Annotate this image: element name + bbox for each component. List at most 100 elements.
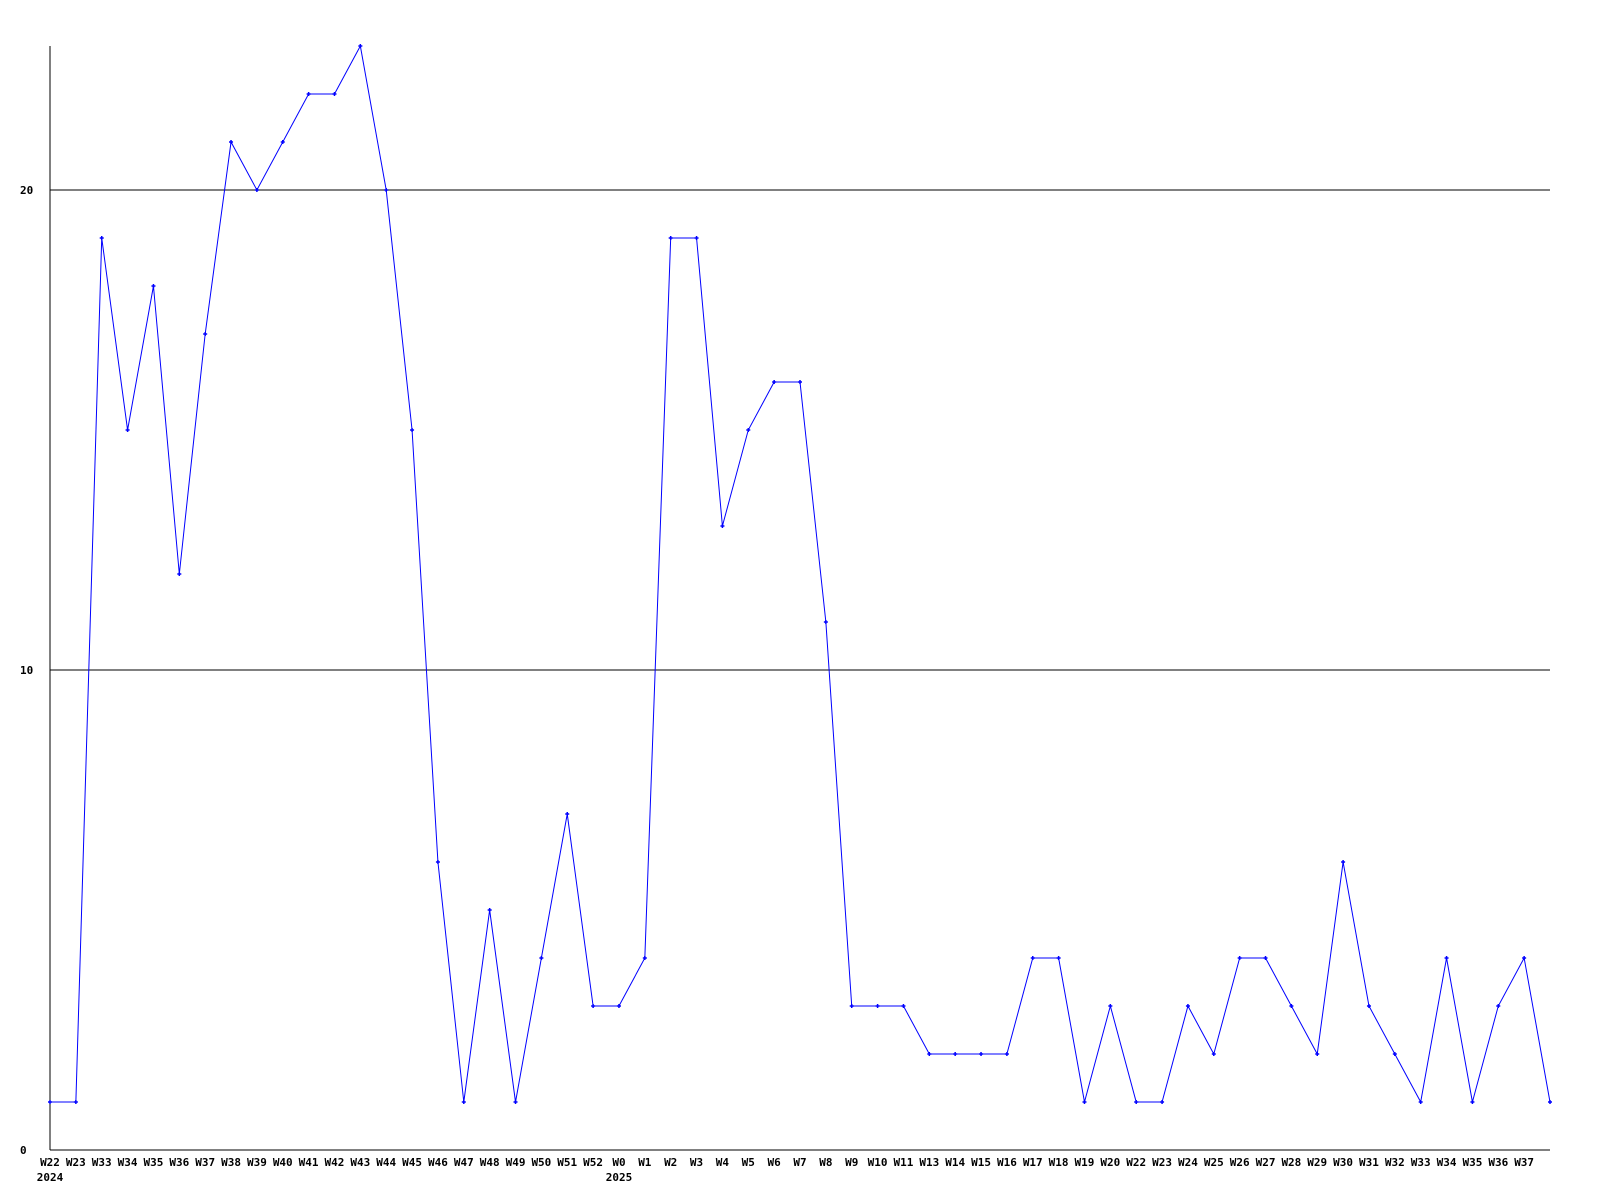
y-tick-labels: 0 10 20 xyxy=(20,184,33,1157)
data-point xyxy=(565,812,570,816)
x-tick-label: W46 xyxy=(428,1156,448,1169)
x-tick-label: W35 xyxy=(1462,1156,1482,1169)
data-point xyxy=(823,620,828,624)
data-point xyxy=(1082,1100,1087,1104)
y-tick-label: 20 xyxy=(20,184,33,197)
x-tick-label: W8 xyxy=(819,1156,832,1169)
x-tick-label: W45 xyxy=(402,1156,422,1169)
data-point xyxy=(410,428,415,432)
data-point xyxy=(435,860,440,864)
x-tick-label: W14 xyxy=(945,1156,965,1169)
data-point xyxy=(1496,1004,1501,1008)
x-tick-label: W10 xyxy=(868,1156,888,1169)
x-tick-label: W32 xyxy=(1385,1156,1405,1169)
x-tick-label: W25 xyxy=(1204,1156,1224,1169)
x-tick-label: W37 xyxy=(1514,1156,1534,1169)
x-tick-label: W20 xyxy=(1100,1156,1120,1169)
data-point xyxy=(720,524,725,528)
x-tick-label: W30 xyxy=(1333,1156,1353,1169)
data-point xyxy=(1392,1052,1397,1056)
data-point xyxy=(384,188,389,192)
data-point xyxy=(306,92,311,96)
y-tick-label: 10 xyxy=(20,664,33,677)
data-point xyxy=(1108,1004,1113,1008)
data-point xyxy=(280,140,285,144)
x-tick-label: W40 xyxy=(273,1156,293,1169)
x-tick-label: W37 xyxy=(195,1156,215,1169)
data-point xyxy=(772,380,777,384)
data-point xyxy=(1444,956,1449,960)
x-tick-label: W26 xyxy=(1230,1156,1250,1169)
x-tick-label: W49 xyxy=(506,1156,526,1169)
data-point xyxy=(1289,1004,1294,1008)
data-point xyxy=(849,1004,854,1008)
x-tick-label: W1 xyxy=(638,1156,652,1169)
x-tick-label: W24 xyxy=(1178,1156,1198,1169)
data-point xyxy=(927,1052,932,1056)
x-tick-label: W19 xyxy=(1075,1156,1095,1169)
data-point xyxy=(1056,956,1061,960)
data-point xyxy=(1548,1100,1552,1104)
x-tick-label: W13 xyxy=(919,1156,939,1169)
series-line xyxy=(48,44,1552,1104)
data-point xyxy=(1418,1100,1423,1104)
data-point xyxy=(177,572,182,576)
x-tick-label: W47 xyxy=(454,1156,474,1169)
x-tick-label: W7 xyxy=(793,1156,806,1169)
x-tick-label: W36 xyxy=(169,1156,189,1169)
x-tick-label: W33 xyxy=(1411,1156,1431,1169)
data-point xyxy=(1185,1004,1190,1008)
data-point xyxy=(668,236,673,240)
x-tick-label: W42 xyxy=(325,1156,345,1169)
x-tick-label: W51 xyxy=(557,1156,577,1169)
data-point xyxy=(591,1004,596,1008)
data-point xyxy=(229,140,234,144)
data-point xyxy=(798,380,802,384)
data-point xyxy=(953,1052,958,1056)
data-point xyxy=(254,188,259,192)
x-tick-label: W31 xyxy=(1359,1156,1379,1169)
x-tick-label: W3 xyxy=(690,1156,703,1169)
data-point xyxy=(513,1100,518,1104)
x-tick-label: W27 xyxy=(1256,1156,1276,1169)
data-point xyxy=(1160,1100,1165,1104)
x-tick-label: W38 xyxy=(221,1156,241,1169)
x-tick-label: W9 xyxy=(845,1156,858,1169)
data-point xyxy=(694,236,699,240)
data-point xyxy=(1030,956,1035,960)
gridlines xyxy=(50,189,1550,671)
data-point xyxy=(539,956,544,960)
x-tick-label: W28 xyxy=(1281,1156,1301,1169)
x-tick-label: W4 xyxy=(716,1156,730,1169)
data-point xyxy=(73,1100,78,1104)
data-point xyxy=(979,1052,984,1056)
data-point xyxy=(487,908,492,912)
year-label: 2024 xyxy=(37,1171,64,1184)
data-point xyxy=(901,1004,906,1008)
x-tick-label: W5 xyxy=(742,1156,755,1169)
data-point xyxy=(203,332,208,336)
data-point xyxy=(746,428,751,432)
x-tick-label: W52 xyxy=(583,1156,603,1169)
x-tick-label: W43 xyxy=(350,1156,370,1169)
data-point xyxy=(1237,956,1242,960)
data-point xyxy=(99,236,104,240)
x-tick-label: W2 xyxy=(664,1156,677,1169)
data-point xyxy=(48,1100,52,1104)
data-point xyxy=(1470,1100,1475,1104)
x-tick-label: W22 xyxy=(1126,1156,1146,1169)
data-point xyxy=(1315,1052,1320,1056)
x-tick-label: W48 xyxy=(480,1156,500,1169)
data-point xyxy=(151,284,156,288)
data-point xyxy=(642,956,647,960)
x-tick-label: W36 xyxy=(1488,1156,1508,1169)
year-label: 2025 xyxy=(606,1171,633,1184)
x-tick-label: W6 xyxy=(768,1156,782,1169)
x-tick-label: W11 xyxy=(894,1156,914,1169)
x-tick-label: W17 xyxy=(1023,1156,1043,1169)
data-point xyxy=(1263,956,1268,960)
data-point xyxy=(1004,1052,1009,1056)
x-tick-label: W50 xyxy=(531,1156,551,1169)
x-tick-label: W34 xyxy=(118,1156,138,1169)
